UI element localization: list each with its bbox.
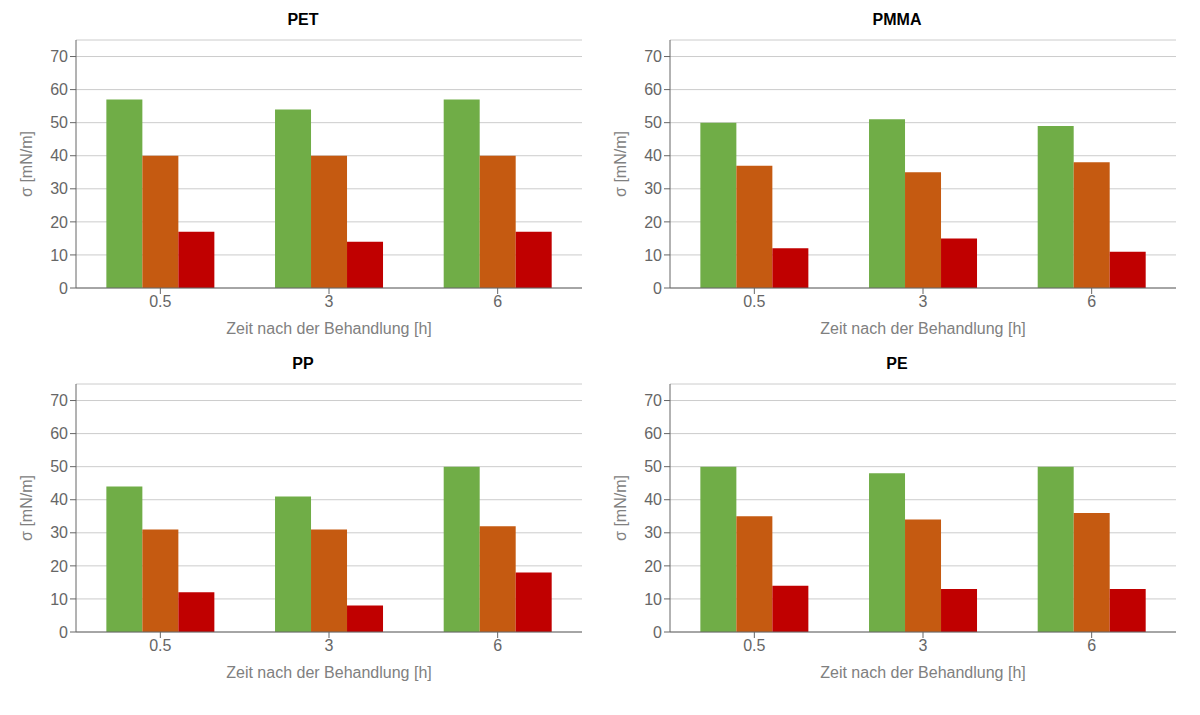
svg-text:60: 60 — [644, 81, 662, 98]
html-text:PMMA: PMMA — [872, 11, 922, 28]
svg-text:6: 6 — [1087, 637, 1096, 654]
svg-text:60: 60 — [644, 425, 662, 442]
svg-text:6: 6 — [493, 637, 502, 654]
svg-text:Zeit nach der Behandlung [h]: Zeit nach der Behandlung [h] — [820, 664, 1025, 681]
svg-text:0: 0 — [59, 624, 68, 641]
html-text:PP: PP — [292, 355, 314, 372]
svg-text:σ [mN/m]: σ [mN/m] — [18, 131, 35, 197]
svg-text:30: 30 — [50, 180, 68, 197]
svg-text:20: 20 — [644, 214, 662, 231]
svg-text:0.5: 0.5 — [149, 293, 171, 310]
svg-text:6: 6 — [1087, 293, 1096, 310]
svg-text:10: 10 — [644, 247, 662, 264]
svg-text:30: 30 — [644, 524, 662, 541]
svg-text:50: 50 — [50, 458, 68, 475]
svg-text:0: 0 — [59, 280, 68, 297]
svg-text:0.5: 0.5 — [743, 293, 765, 310]
svg-text:50: 50 — [644, 114, 662, 131]
svg-text:20: 20 — [50, 214, 68, 231]
svg-text:70: 70 — [644, 48, 662, 65]
svg-text:10: 10 — [50, 591, 68, 608]
svg-text:σ [mN/m]: σ [mN/m] — [18, 475, 35, 541]
svg-text:σ [mN/m]: σ [mN/m] — [612, 475, 629, 541]
svg-text:Zeit nach der Behandlung [h]: Zeit nach der Behandlung [h] — [226, 664, 431, 681]
svg-text:50: 50 — [50, 114, 68, 131]
svg-text:0.5: 0.5 — [149, 637, 171, 654]
svg-text:6: 6 — [493, 293, 502, 310]
svg-text:3: 3 — [919, 293, 928, 310]
svg-text:3: 3 — [325, 293, 334, 310]
svg-text:Zeit nach der Behandlung [h]: Zeit nach der Behandlung [h] — [820, 320, 1025, 337]
svg-text:3: 3 — [919, 637, 928, 654]
html-text:PE: PE — [886, 355, 908, 372]
svg-text:10: 10 — [50, 247, 68, 264]
svg-text:70: 70 — [50, 48, 68, 65]
svg-text:30: 30 — [50, 524, 68, 541]
svg-text:60: 60 — [50, 425, 68, 442]
svg-text:30: 30 — [644, 180, 662, 197]
svg-text:40: 40 — [644, 147, 662, 164]
svg-text:10: 10 — [644, 591, 662, 608]
svg-text:Zeit nach der Behandlung [h]: Zeit nach der Behandlung [h] — [226, 320, 431, 337]
svg-text:40: 40 — [50, 491, 68, 508]
svg-text:40: 40 — [644, 491, 662, 508]
svg-text:20: 20 — [50, 558, 68, 575]
svg-text:0.5: 0.5 — [743, 637, 765, 654]
svg-text:σ [mN/m]: σ [mN/m] — [612, 131, 629, 197]
svg-text:70: 70 — [50, 392, 68, 409]
svg-text:0: 0 — [653, 624, 662, 641]
svg-text:50: 50 — [644, 458, 662, 475]
svg-text:40: 40 — [50, 147, 68, 164]
svg-text:20: 20 — [644, 558, 662, 575]
svg-text:60: 60 — [50, 81, 68, 98]
svg-text:70: 70 — [644, 392, 662, 409]
svg-text:3: 3 — [325, 637, 334, 654]
svg-text:0: 0 — [653, 280, 662, 297]
html-text:PET: PET — [287, 11, 319, 28]
